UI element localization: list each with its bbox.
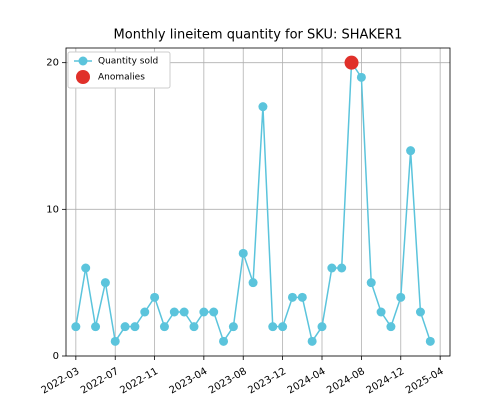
data-point <box>258 102 268 112</box>
data-point <box>179 307 189 317</box>
data-point <box>415 307 425 317</box>
data-point <box>130 322 140 332</box>
data-point <box>376 307 386 317</box>
data-point <box>356 72 366 82</box>
data-point <box>159 322 169 332</box>
data-point <box>209 307 219 317</box>
data-point <box>425 336 435 346</box>
x-tick-label: 2024-04 <box>286 366 328 396</box>
chart-title: Monthly lineitem quantity for SKU: SHAKE… <box>114 28 403 43</box>
x-tick-label: 2022-03 <box>40 366 82 396</box>
legend-label: Quantity sold <box>98 57 158 67</box>
data-point <box>248 278 258 288</box>
data-point <box>140 307 150 317</box>
data-point <box>189 322 199 332</box>
data-point <box>337 263 347 273</box>
data-point <box>396 292 406 302</box>
data-point <box>386 322 396 332</box>
data-point <box>199 307 209 317</box>
x-tick-label: 2022-11 <box>118 366 160 396</box>
data-point <box>169 307 179 317</box>
data-point <box>297 292 307 302</box>
data-line <box>75 60 432 344</box>
legend-marker <box>76 70 90 84</box>
legend-box <box>67 51 171 89</box>
data-point <box>327 263 337 273</box>
legend: Quantity sold Anomalies <box>67 51 171 89</box>
data-point <box>317 322 327 332</box>
x-tick-label: 2023-12 <box>246 366 288 396</box>
anomaly-point <box>344 55 359 70</box>
data-point <box>100 278 110 288</box>
x-tick-label: 2024-08 <box>325 366 367 396</box>
data-point <box>268 322 278 332</box>
data-point <box>366 278 376 288</box>
data-point <box>238 248 248 258</box>
x-tick-label: 2023-04 <box>168 366 210 396</box>
data-point <box>307 336 317 346</box>
data-point <box>278 322 288 332</box>
data-point <box>91 322 101 332</box>
data-point <box>219 336 229 346</box>
x-tick-label: 2023-08 <box>207 366 249 396</box>
x-tick-label: 2025-04 <box>404 366 446 396</box>
y-tick-label: 10 <box>46 204 59 215</box>
data-point <box>228 322 238 332</box>
data-point <box>81 263 91 273</box>
legend-marker <box>78 56 88 66</box>
data-point <box>406 146 416 156</box>
x-tick-label: 2022-07 <box>79 366 121 396</box>
y-tick-label: 0 <box>53 351 59 362</box>
data-point <box>110 336 120 346</box>
data-point <box>287 292 297 302</box>
data-point <box>71 322 81 332</box>
x-tick-label: 2024-12 <box>365 366 407 396</box>
data-point <box>120 322 130 332</box>
y-tick-label: 20 <box>46 58 59 69</box>
data-point <box>150 292 160 302</box>
legend-label: Anomalies <box>98 73 145 83</box>
plot-frame <box>65 47 451 357</box>
